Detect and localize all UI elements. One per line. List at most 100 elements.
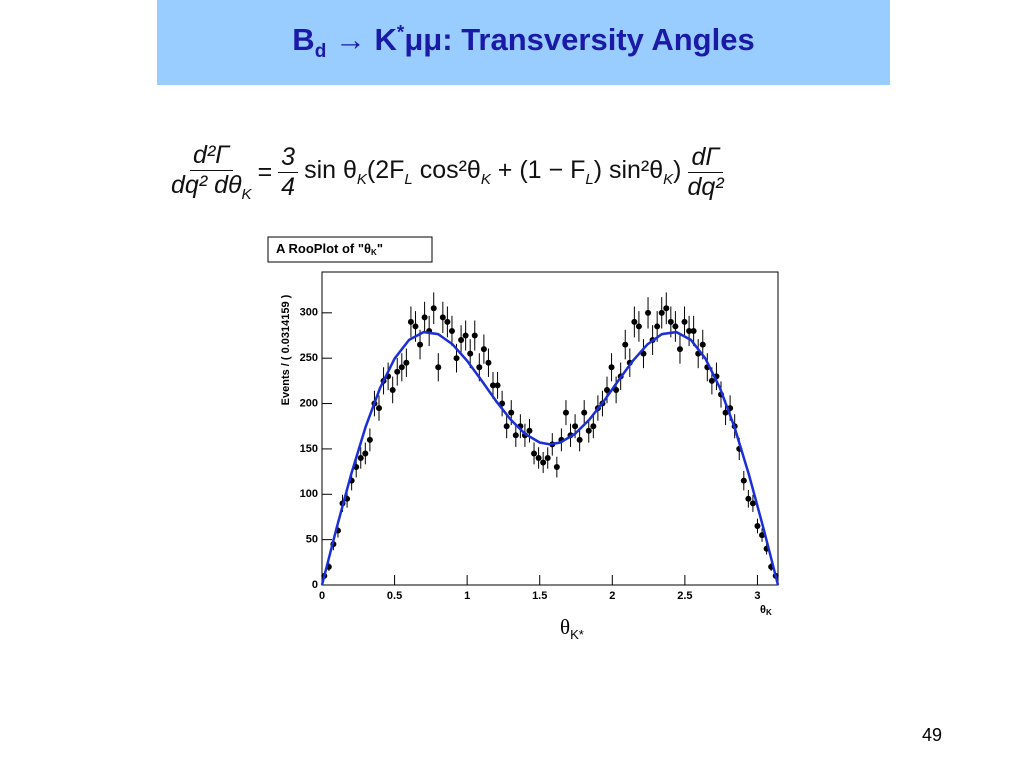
formula-part: (2F [366,156,405,184]
denominator-text: dq² dθ [171,171,242,199]
denominator: dq² [688,173,724,202]
caption: θK* [560,615,584,642]
equals: = [257,157,273,186]
y-tick-label: 150 [300,443,318,455]
data-point [635,323,642,330]
label-part: K [766,608,772,617]
denominator: 4 [281,173,295,202]
data-point [394,368,401,375]
y-tick-label: 100 [300,488,318,500]
data-point [645,309,652,316]
formula-part: cos²θ [412,156,481,184]
data-point [439,314,446,321]
y-tick-label: 50 [306,534,318,546]
numerator: 3 [278,143,299,173]
data-point [376,405,382,412]
caption-part: K* [570,627,584,643]
x-tick-label: 0.5 [387,590,402,602]
formula-body: sin θK(2FL cos²θK + (1 − FL) sin²θK) [304,156,681,188]
data-point [535,454,542,461]
data-point [453,355,460,362]
data-point [430,305,437,312]
data-point [672,323,679,330]
formula-part: L [404,171,413,188]
data-point [622,341,629,348]
data-point [490,382,496,389]
x-tick-label: 2.5 [677,590,692,602]
data-point [544,454,551,461]
data-point [476,364,483,371]
x-tick-label: 1 [464,590,470,602]
formula-part: sin θ [304,156,357,184]
data-point [531,450,538,457]
title-part: d [314,41,327,63]
label-part: " [377,241,383,256]
data-point [699,341,706,348]
data-point [421,314,428,321]
data-point [435,364,442,371]
label: A RooPlot of "θK" [276,241,383,257]
data-point [362,450,369,457]
data-point [417,341,424,348]
data-point [686,327,693,334]
formula-part: K [480,171,491,188]
data-point [512,432,519,439]
data-point [407,318,414,325]
label-part: A RooPlot of "θ [276,241,371,256]
data-point [576,436,583,443]
denominator-text: 4 [281,172,296,201]
denominator-text: dq² [687,172,724,201]
title-part: → K [326,22,397,57]
caption-part: θ [560,615,571,639]
x-tick-label: 2 [609,590,615,602]
data-point [458,337,465,344]
data-point [667,318,674,325]
data-point [480,346,487,353]
title-part: * [396,22,405,44]
formula-part: ) sin²θ [593,156,664,184]
numerator: d²Γ [190,141,233,171]
data-point [485,359,492,366]
data-point [398,364,405,371]
label-part: K [371,248,377,257]
data-point [462,332,469,339]
data-point [494,382,501,389]
plot-canvas [262,228,792,628]
formula-part: K [663,171,674,188]
page-number: 49 [922,725,943,745]
formula-part: ) [673,156,682,184]
data-point [471,332,478,339]
data-point [581,409,588,416]
data-point [553,464,560,471]
data-point [604,386,610,393]
data-point [540,459,547,466]
data-point [690,327,697,334]
y-tick-label: 0 [312,579,318,591]
formula: d²Γ dq² dθK = 3 4 sin θK(2FL cos²θK + (1 − FL… [165,132,825,212]
data-point [658,309,665,316]
data-point [562,409,569,416]
label: θK [760,604,772,617]
x-tick-label: 1.5 [532,590,547,602]
data-point [389,386,396,393]
formula-part: L [585,171,594,188]
data-point [654,323,661,330]
y-tick-label: 250 [300,352,318,364]
data-point [467,350,474,357]
plot-frame [321,271,779,586]
data-point [526,427,533,434]
x-tick-label: 0 [319,590,325,602]
data-point [722,409,729,416]
data-point [572,423,579,430]
data-point [745,495,752,502]
data-point [708,377,715,384]
plot-title-box [267,236,433,263]
numerator: dΓ [688,143,723,173]
data-point [412,323,419,330]
data-point [508,409,515,416]
data-point [590,423,597,430]
formula-part: + (1 − F [490,156,586,184]
y-tick-label: 200 [300,397,318,409]
